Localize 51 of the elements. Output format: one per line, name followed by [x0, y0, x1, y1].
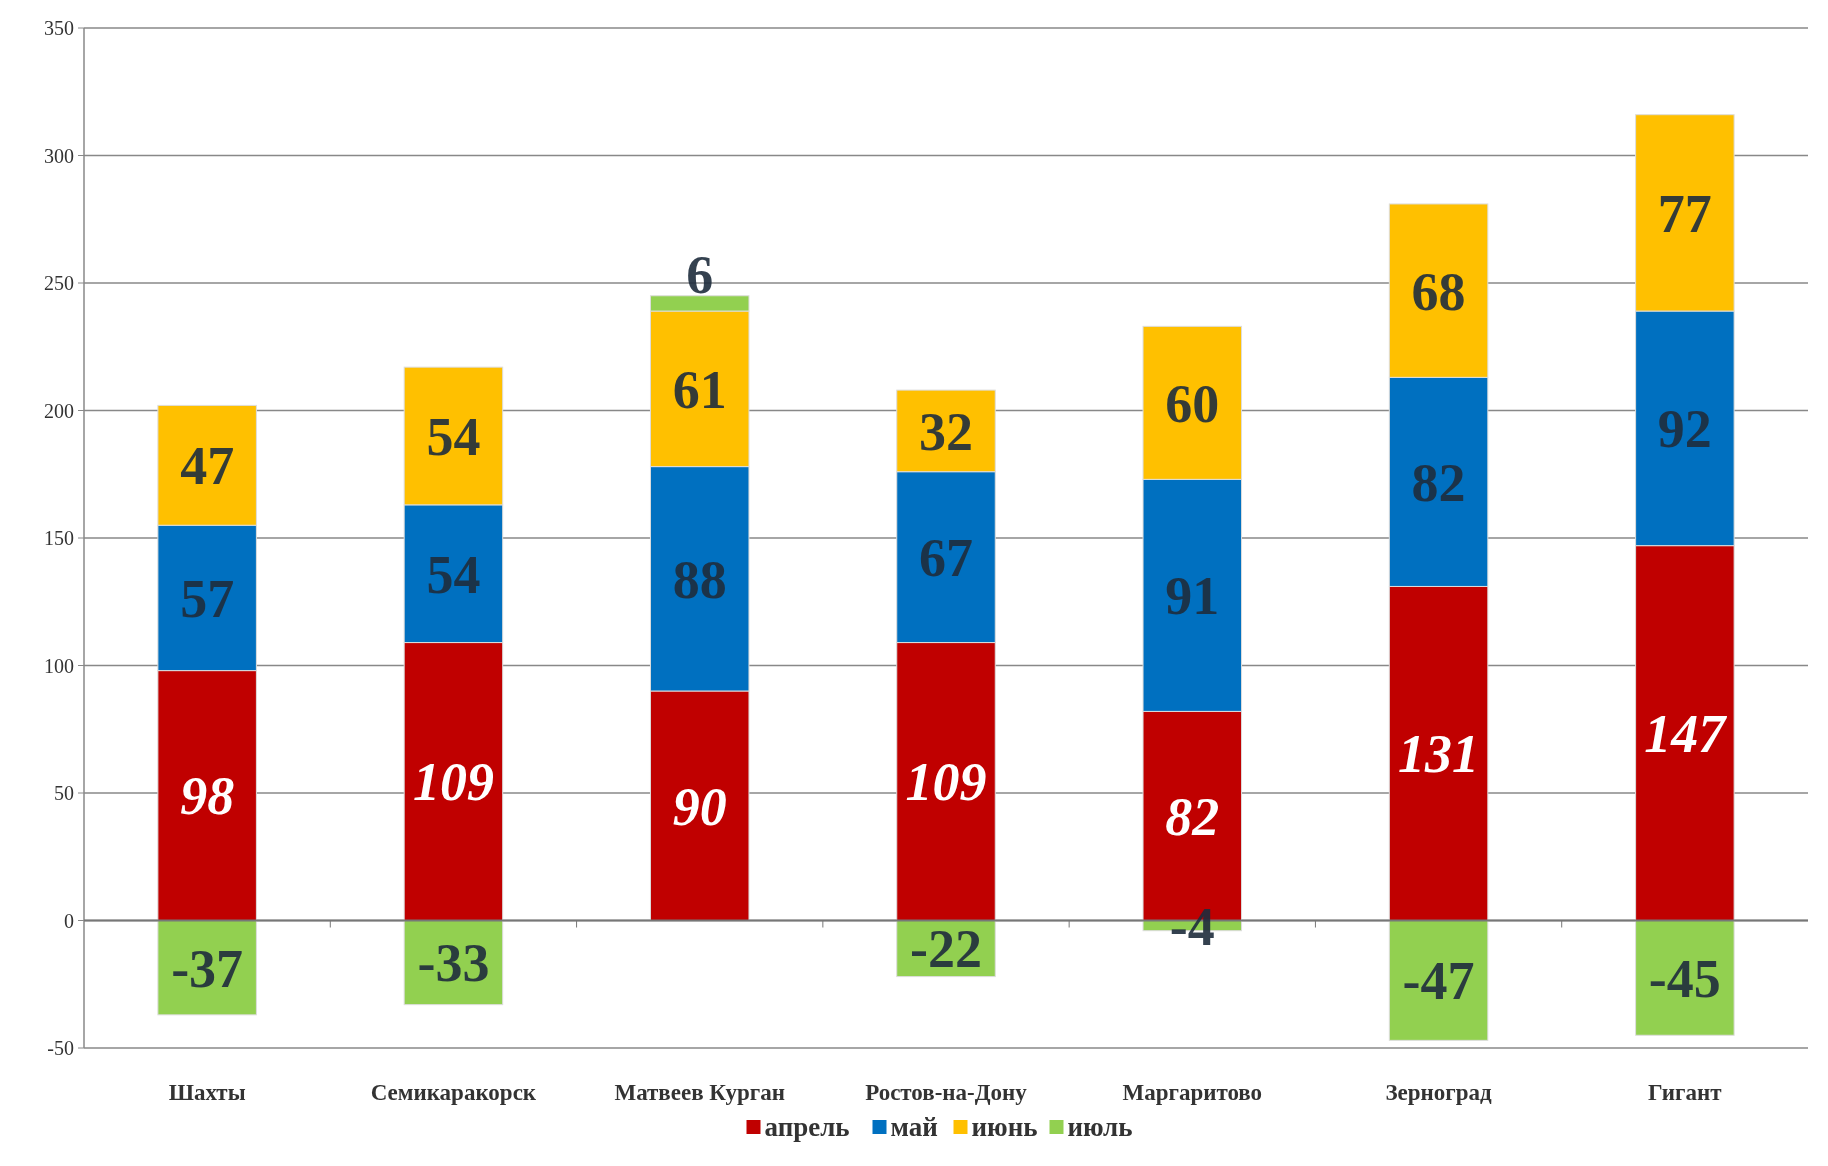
- data-label: 57: [180, 568, 235, 629]
- bar: [1388, 920, 1489, 1041]
- x-tick-label: Семикаракорск: [370, 1080, 537, 1105]
- data-label: 54: [426, 406, 481, 467]
- data-label: -33: [417, 933, 490, 994]
- data-label: -4: [1169, 896, 1215, 957]
- legend-label: июль: [1067, 1112, 1133, 1143]
- data-label: 82: [1165, 786, 1220, 847]
- legend-label: апрель: [764, 1112, 850, 1143]
- y-tick-label: 100: [44, 654, 74, 677]
- x-tick-label: Зерноград: [1385, 1080, 1493, 1105]
- data-label: 82: [1411, 452, 1466, 513]
- data-label: 131: [1398, 724, 1480, 785]
- y-tick-label: 250: [44, 272, 74, 294]
- y-tick-label: 300: [44, 144, 74, 167]
- data-label: 54: [426, 544, 481, 605]
- x-tick-label: Маргаритово: [1122, 1080, 1263, 1105]
- data-label: 88: [672, 549, 727, 610]
- bar: [157, 920, 257, 1016]
- y-tick-label: 200: [44, 399, 74, 422]
- data-label: -47: [1402, 951, 1475, 1012]
- legend-label: май: [890, 1112, 938, 1143]
- data-label: -22: [910, 919, 982, 980]
- y-tick-label: -50: [47, 1037, 74, 1059]
- legend-label: июнь: [971, 1112, 1038, 1143]
- x-tick-label: Гигант: [1648, 1080, 1723, 1105]
- x-tick-label: Шахты: [168, 1080, 246, 1105]
- y-tick-label: 50: [54, 782, 74, 804]
- data-label: 109: [905, 752, 987, 813]
- data-label: -37: [171, 938, 244, 999]
- data-label: 92: [1657, 399, 1712, 460]
- x-tick-label: Матвеев Курган: [614, 1080, 785, 1105]
- data-label: 67: [919, 528, 973, 589]
- data-label: 6: [686, 244, 714, 305]
- data-label: 109: [412, 752, 494, 813]
- y-tick-label: 0: [64, 909, 74, 932]
- data-label: -45: [1648, 948, 1721, 1009]
- data-label: 47: [180, 436, 235, 497]
- data-label: 91: [1165, 566, 1220, 627]
- y-tick-label: 150: [44, 527, 74, 549]
- data-label: 77: [1657, 183, 1712, 244]
- x-tick-label: Ростов-на-Дону: [865, 1080, 1028, 1105]
- data-label: 68: [1411, 261, 1466, 322]
- data-label: 147: [1644, 703, 1728, 764]
- data-label: 32: [919, 401, 973, 462]
- y-tick-label: 350: [44, 17, 74, 39]
- bar: [1635, 920, 1735, 1036]
- data-label: 90: [672, 776, 727, 837]
- data-label: 98: [180, 766, 235, 827]
- data-label: 60: [1165, 373, 1220, 434]
- data-label: 61: [672, 359, 727, 420]
